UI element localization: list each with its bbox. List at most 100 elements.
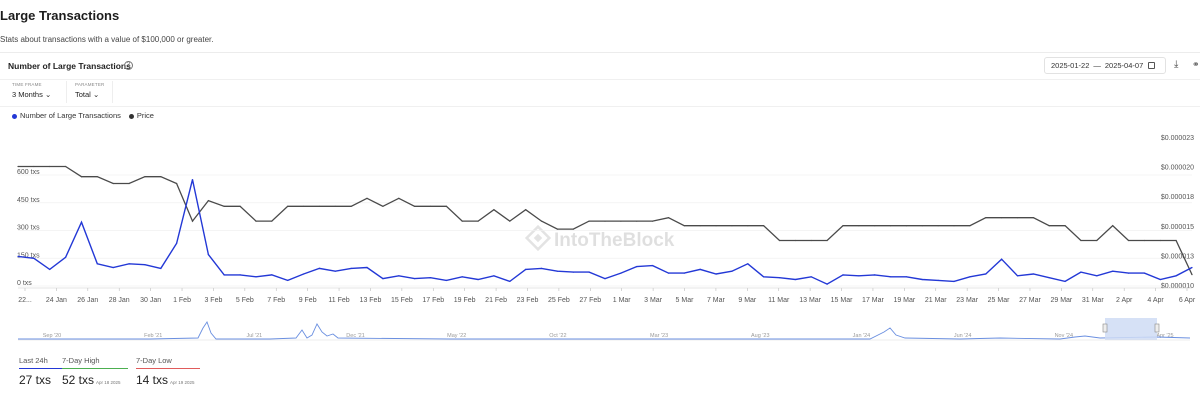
transactions-point — [271, 274, 273, 276]
x-tick-label: 27 Feb — [579, 297, 601, 304]
transactions-point — [287, 279, 289, 281]
transactions-point — [604, 278, 606, 280]
x-tick-label: 11 Feb — [328, 297, 349, 304]
transactions-point — [778, 277, 781, 279]
transactions-point — [763, 276, 765, 278]
price-point — [1112, 225, 1114, 227]
price-point — [1175, 239, 1177, 242]
price-point — [398, 197, 400, 199]
navigator-handle-left[interactable] — [1102, 323, 1108, 333]
main-chart[interactable]: IntoTheBlock 0 txs 150 txs 300 txs 450 txs 6… — [0, 0, 1200, 310]
price-point — [1048, 225, 1050, 227]
price-point — [1191, 274, 1193, 276]
card-divider — [0, 52, 1200, 53]
transactions-point — [1048, 277, 1050, 279]
x-tick-label: 1 Mar — [613, 297, 632, 304]
transactions-point — [842, 274, 844, 276]
transactions-point — [80, 221, 83, 223]
price-point — [493, 209, 495, 211]
price-point — [905, 225, 908, 227]
price-point — [588, 220, 590, 222]
price-point — [429, 205, 432, 207]
x-tick-label: 15 Mar — [831, 297, 853, 304]
download-icon[interactable]: ⤓ — [1174, 59, 1179, 70]
price-point — [33, 165, 35, 168]
x-tick-label: 9 Feb — [299, 297, 317, 304]
navigator-label: Apr '25 — [1156, 333, 1173, 339]
stat-value: 52 txs — [62, 373, 95, 387]
transactions-point — [652, 265, 654, 267]
transactions-point — [1032, 273, 1034, 275]
x-tick-label: 6 Apr — [1179, 297, 1196, 304]
y-right-tick-label: $0.000023 — [1161, 135, 1194, 142]
y-right-tick-label: $0.000018 — [1161, 194, 1194, 201]
x-tick-label: 2 Apr — [1116, 297, 1133, 304]
x-tick-label: 15 Feb — [391, 297, 413, 304]
x-tick-label: 22... — [18, 297, 32, 304]
price-point — [747, 225, 749, 227]
transactions-point — [207, 254, 209, 256]
price-point — [652, 220, 654, 222]
stat-label: Last 24h — [19, 356, 89, 369]
x-tick-label: 29 Mar — [1050, 297, 1072, 304]
transactions-point — [540, 267, 543, 269]
transactions-point — [509, 280, 511, 282]
transactions-point — [144, 264, 146, 266]
y-left-tick-label: 0 txs — [17, 280, 32, 287]
legend-dot-transactions — [12, 113, 17, 119]
transactions-point — [1175, 275, 1177, 277]
y-right-tick-label: $0.000013 — [1161, 253, 1194, 260]
stat-7day-low: 7-Day Low 14 txs Apr 19 2025 — [136, 356, 200, 387]
transactions-point — [1096, 275, 1098, 277]
more-icon[interactable]: ⚭ — [1192, 59, 1200, 69]
time-frame-value: 3 Months — [12, 90, 43, 99]
navigator[interactable]: Sep '20 Feb '21 Jul '21 Dec '21 May '22 Oct '… — [0, 318, 1200, 348]
navigator-selection[interactable] — [1105, 318, 1157, 340]
date-range-picker[interactable]: 2025-01-22 — 2025-04-07 — [1044, 57, 1166, 74]
x-tick-label: 11 Mar — [768, 297, 790, 304]
transactions-point — [1080, 271, 1082, 273]
x-tick-label: 23 Feb — [517, 297, 539, 304]
transactions-point — [1127, 272, 1130, 274]
legend-item-transactions[interactable]: Number of Large Transactions — [12, 111, 121, 120]
transactions-point — [366, 266, 368, 269]
price-point — [414, 205, 416, 207]
price-point — [144, 176, 146, 178]
navigator-handle-right[interactable] — [1154, 323, 1160, 333]
price-point — [17, 165, 19, 168]
stat-7day-high: 7-Day High 52 txs Apr 18 2025 — [62, 356, 128, 387]
parameter-select[interactable]: PARAMETER Total ⌄ — [75, 82, 104, 99]
price-point — [350, 205, 352, 207]
price-point — [778, 239, 781, 242]
y-left-tick-label: 450 txs — [17, 197, 40, 204]
navigator-label: Jan '24 — [853, 333, 871, 339]
x-tick-label: 3 Feb — [204, 297, 222, 304]
time-frame-select[interactable]: TIME FRAME 3 Months ⌄ — [12, 82, 51, 99]
transactions-point — [112, 266, 114, 269]
legend-label-price: Price — [136, 111, 154, 120]
stat-date: Apr 19 2025 — [170, 380, 195, 385]
price-point — [271, 220, 273, 222]
legend-item-price[interactable]: Price — [128, 111, 154, 120]
price-point — [1080, 239, 1082, 242]
navigator-label: Oct '22 — [549, 333, 566, 339]
transactions-point — [350, 267, 352, 269]
info-icon[interactable]: ? — [124, 61, 133, 70]
transactions-point — [921, 278, 923, 281]
price-point — [921, 225, 923, 227]
transactions-point — [953, 280, 955, 282]
parameter-label: PARAMETER — [75, 82, 105, 87]
controls-divider-top — [0, 79, 1200, 80]
chart-title: Number of Large Transactions — [8, 61, 131, 71]
price-point — [858, 225, 860, 227]
price-point — [953, 225, 955, 227]
price-point — [303, 205, 305, 207]
legend-dot-price — [128, 113, 134, 119]
transactions-point — [588, 271, 590, 273]
transactions-point — [525, 268, 527, 270]
price-point — [540, 220, 543, 222]
transactions-point — [33, 257, 35, 259]
x-tick-label: 24 Jan — [46, 297, 67, 304]
price-point — [1001, 217, 1003, 219]
page-title: Large Transactions — [0, 8, 120, 23]
